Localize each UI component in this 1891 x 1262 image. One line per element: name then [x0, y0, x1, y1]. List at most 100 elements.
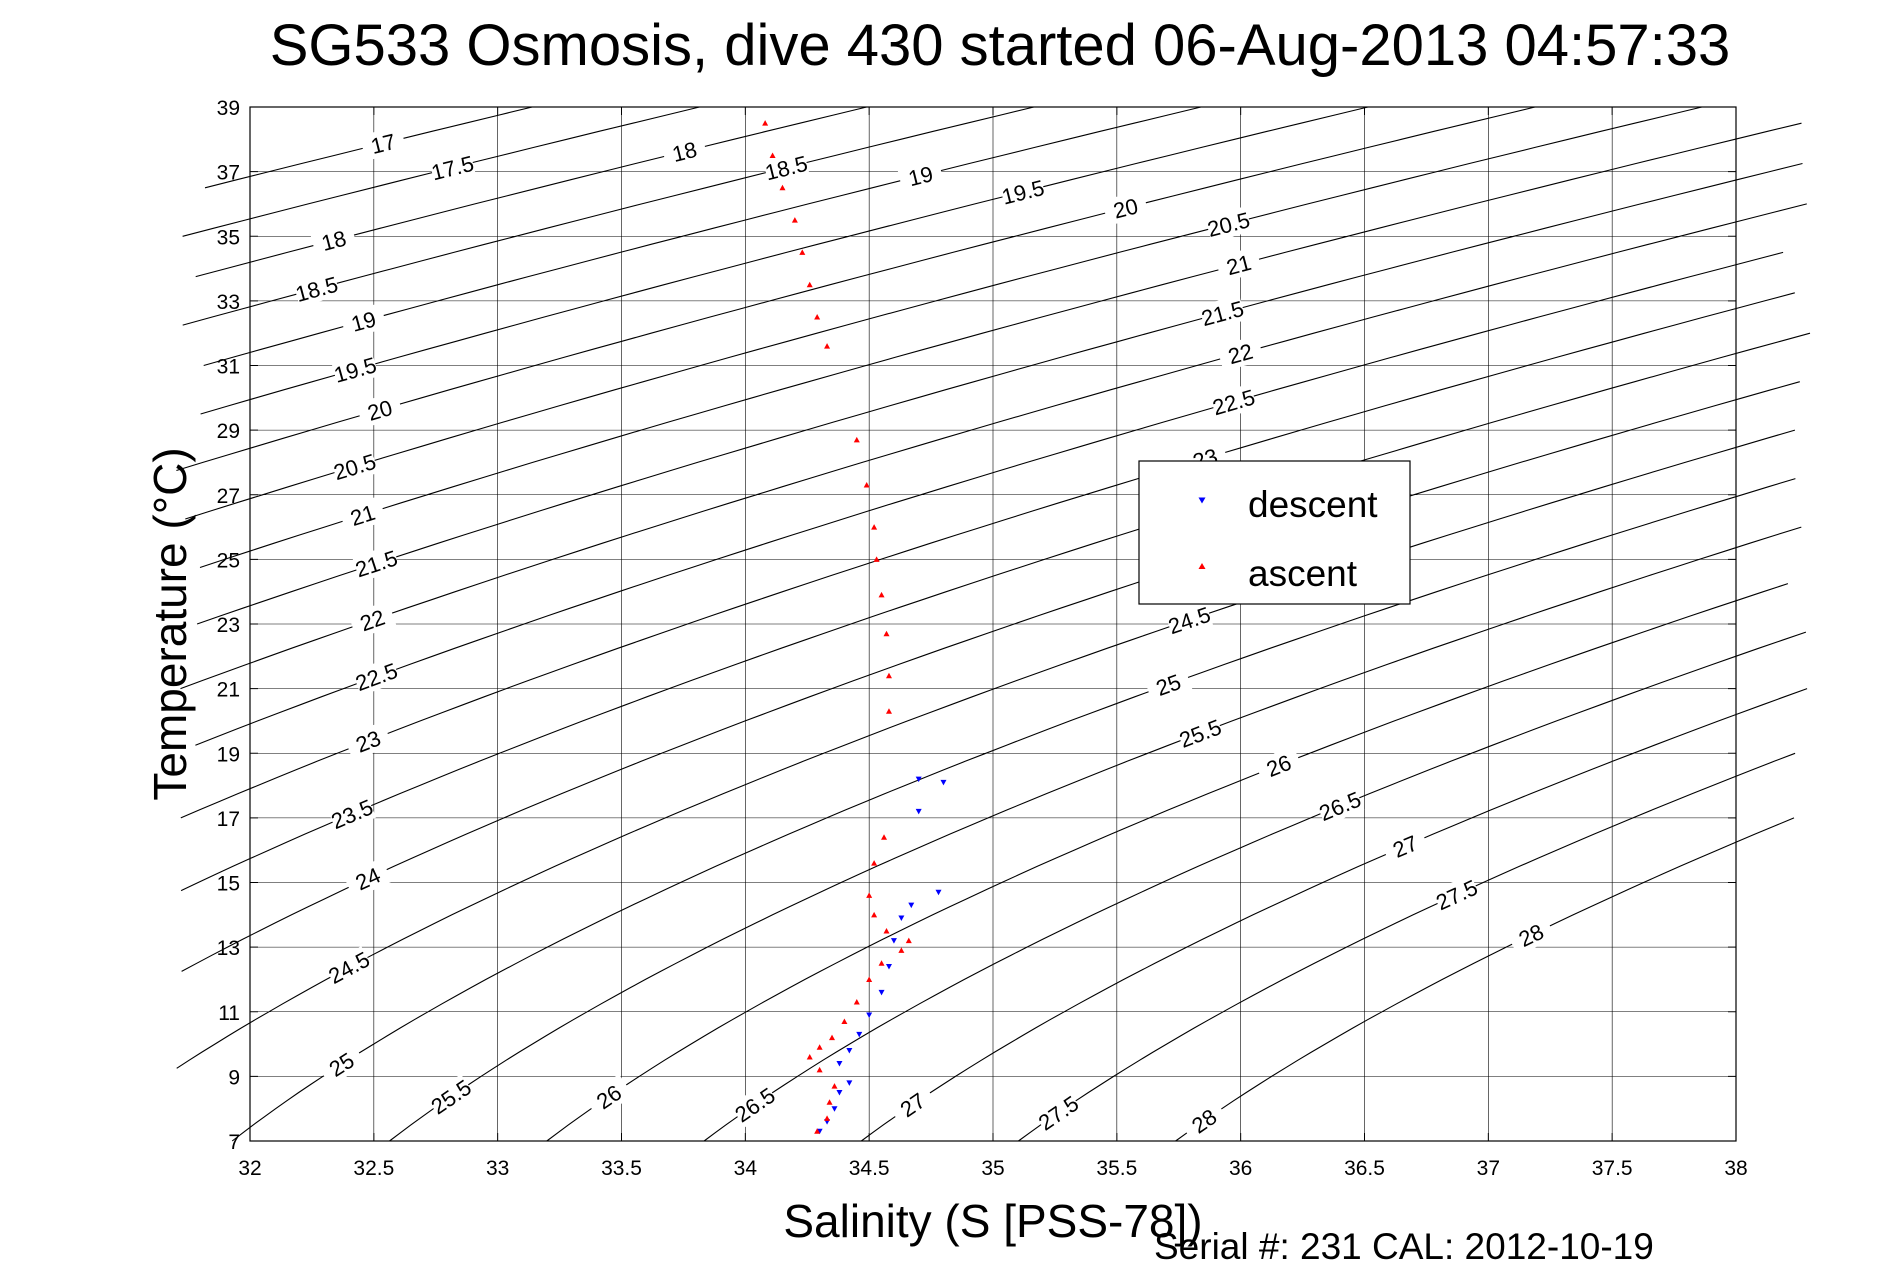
- legend: descent ascent: [1138, 460, 1411, 605]
- contour-label-bg: [1254, 745, 1304, 786]
- y-tick-label: 23: [217, 614, 240, 637]
- contour-label-text: 19: [906, 161, 936, 191]
- contour-label-bg: [327, 793, 377, 834]
- contour-label-bg: [352, 544, 401, 583]
- descent-point: [898, 915, 905, 922]
- serial-calibration-footer: Serial #: 231 CAL: 2012-10-19: [1154, 1226, 1654, 1262]
- contour-label-bg: [428, 149, 476, 186]
- legend-ascent-label: ascent: [1248, 553, 1358, 594]
- isopycnal-line: [180, 332, 1811, 892]
- contour-label-bg: [730, 1082, 780, 1128]
- ascent-point: [873, 556, 880, 562]
- ascent-point: [806, 1053, 813, 1060]
- descent-point: [836, 1060, 843, 1067]
- contour-label-bg: [338, 496, 387, 534]
- y-tick-label: 21: [217, 679, 240, 702]
- ascent-point: [816, 1066, 823, 1073]
- y-tick-label: 15: [217, 873, 240, 896]
- y-tick-label: 39: [217, 97, 240, 120]
- contour-label-bg: [1215, 246, 1263, 283]
- contour-label-bg: [887, 1082, 938, 1128]
- ascent-point: [824, 343, 831, 349]
- x-tick-label: 34: [734, 1157, 758, 1180]
- contour-label-bg: [343, 721, 393, 761]
- ascent-point: [791, 217, 798, 223]
- density-contours: 1717.5181818.518.5191919.519.5202020.520…: [176, 106, 1811, 1144]
- contour-label: 21: [338, 496, 387, 534]
- y-tick-label: 19: [217, 743, 240, 766]
- descent-point: [866, 1012, 873, 1018]
- ascent-point: [866, 976, 873, 982]
- descent-point: [878, 989, 885, 996]
- contour-label-bg: [660, 133, 709, 170]
- contour-label-text: 18: [670, 137, 700, 167]
- descent-point: [908, 902, 915, 909]
- contour-label: 17: [359, 125, 407, 162]
- contour-label-bg: [1165, 600, 1214, 640]
- ascent-point: [905, 937, 912, 944]
- ascent-point: [826, 1099, 833, 1105]
- ascent-point: [883, 630, 890, 637]
- contour-label-bg: [584, 1074, 634, 1120]
- ascent-point: [806, 281, 813, 288]
- y-tick-label: 17: [217, 808, 240, 831]
- ascent-point: [762, 120, 769, 126]
- y-tick-label: 11: [218, 1002, 240, 1025]
- contour-label: 21.5: [352, 544, 401, 582]
- contour-label: 19.5: [999, 174, 1047, 210]
- y-tick-label: 27: [217, 485, 240, 508]
- isopycnal-line: [546, 583, 1789, 1142]
- contour-label-bg: [330, 447, 379, 486]
- descent-point: [836, 1090, 843, 1096]
- x-tick-label: 36: [1229, 1157, 1252, 1180]
- isopycnal-line: [195, 251, 1784, 746]
- contour-label-bg: [1506, 914, 1556, 956]
- x-tick-label: 32.5: [353, 1157, 394, 1180]
- contour-label: 19: [897, 158, 945, 194]
- descent-point: [940, 779, 947, 786]
- isopycnal-line: [389, 526, 1802, 1142]
- contour-label-bg: [331, 351, 379, 388]
- contour-label-bg: [1033, 1090, 1083, 1136]
- ascent-point: [871, 911, 878, 918]
- descent-point: [890, 938, 897, 944]
- ascent-point: [871, 860, 878, 866]
- y-tick-label: 9: [228, 1066, 240, 1089]
- contour-label-text: 20: [1111, 193, 1141, 223]
- contour-label-text: 17: [368, 129, 398, 159]
- contour-label-bg: [343, 857, 393, 900]
- x-tick-label: 35.5: [1096, 1157, 1137, 1180]
- ascent-point: [863, 482, 870, 488]
- ascent-point: [814, 1128, 821, 1134]
- y-tick-label: 33: [217, 291, 240, 314]
- contour-label: 21: [1215, 246, 1263, 283]
- x-tick-label: 35: [981, 1157, 1004, 1180]
- x-axis-ticks: 32 32.5 33 33.5 34 34.5 35 35.5 36 36.5 37 37.5 38: [238, 107, 1748, 1180]
- legend-descent-marker: [1198, 497, 1206, 504]
- contour-label-bg: [316, 1042, 367, 1087]
- ascent-point: [898, 947, 905, 953]
- y-axis-ticks: 7 9 11 13 15 17 19 21 23 25 27 29 31 33 35 37 39: [217, 97, 1736, 1154]
- legend-descent-label: descent: [1248, 484, 1378, 525]
- ascent-point: [883, 927, 890, 934]
- x-tick-label: 37.5: [1592, 1157, 1633, 1180]
- contour-label-bg: [339, 303, 388, 340]
- legend-ascent-marker: [1198, 563, 1206, 569]
- isopycnal-line: [185, 106, 1703, 520]
- contour-label-bg: [1101, 190, 1150, 226]
- ascent-point: [824, 1115, 831, 1121]
- x-tick-label: 34.5: [849, 1157, 890, 1180]
- isopycnal-line: [1018, 752, 1796, 1142]
- contour-label-bg: [426, 1074, 476, 1120]
- isopycnal-line: [1175, 817, 1795, 1142]
- contour-label-bg: [1432, 874, 1482, 916]
- x-tick-label: 33.5: [601, 1157, 642, 1180]
- ascent-point: [841, 1018, 848, 1024]
- ascent-point: [853, 999, 860, 1005]
- y-tick-label: 31: [217, 356, 240, 379]
- contour-label-bg: [1380, 825, 1430, 867]
- isopycnal-line: [196, 162, 1803, 625]
- y-axis-label: Temperature (°C): [144, 447, 196, 800]
- isopycnal-line: [199, 122, 1802, 569]
